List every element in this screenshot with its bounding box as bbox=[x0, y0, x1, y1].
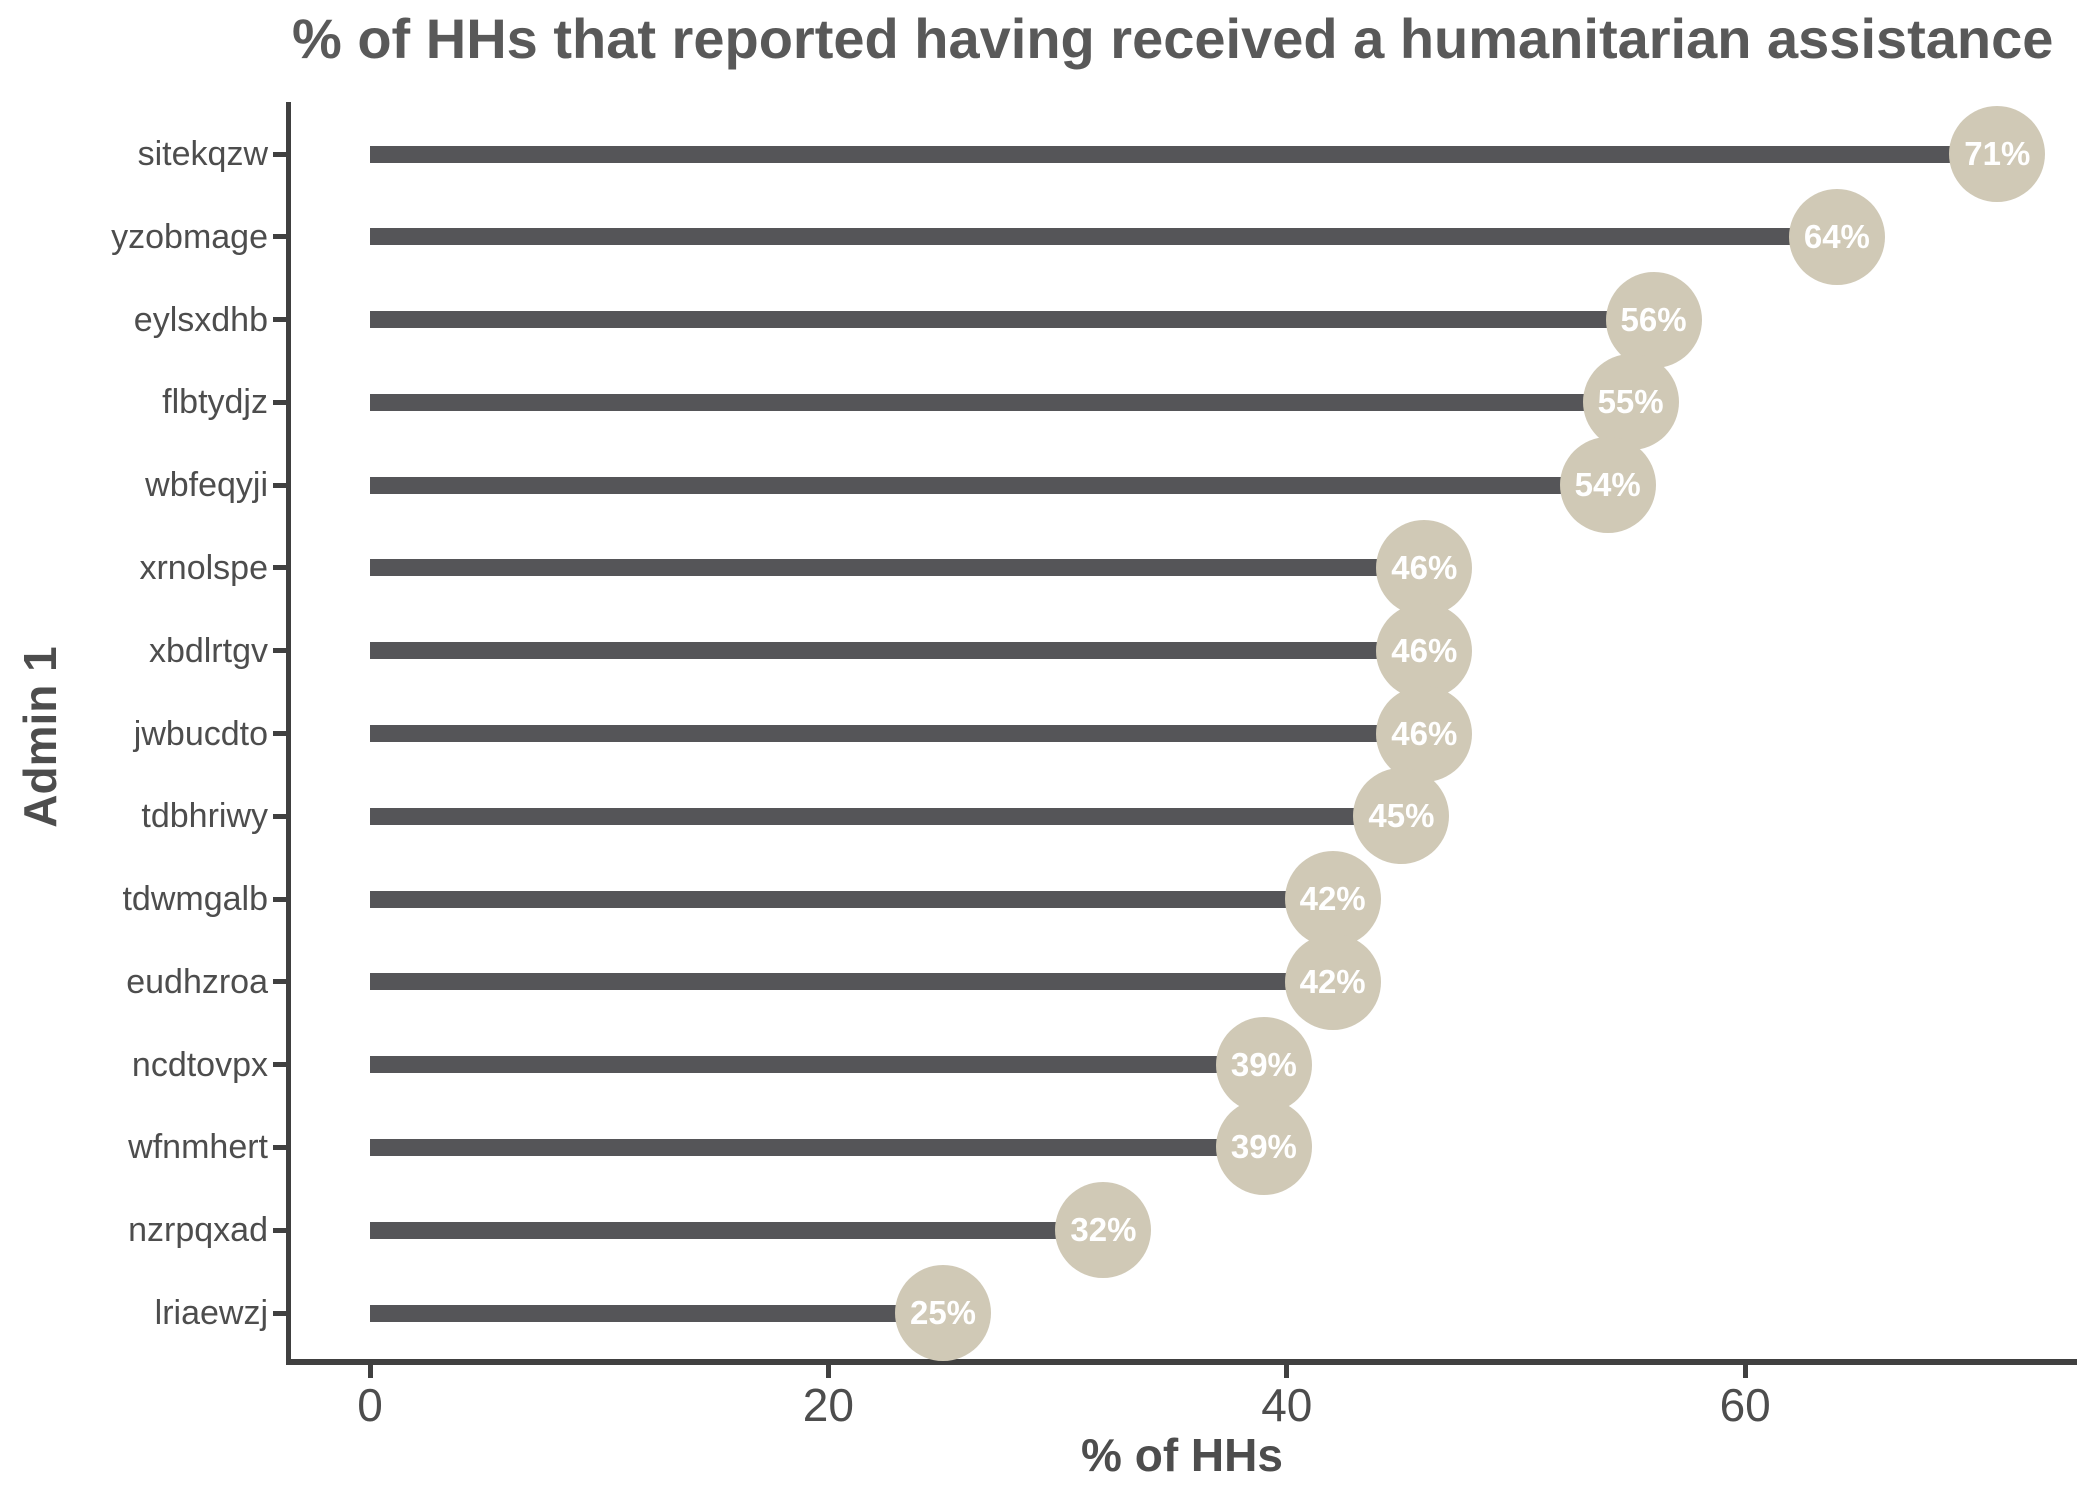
y-tick-mark bbox=[273, 1062, 287, 1068]
y-axis-line bbox=[286, 102, 291, 1365]
y-tick-mark bbox=[273, 565, 287, 571]
chart-title: % of HHs that reported having received a… bbox=[292, 7, 2054, 70]
y-axis-label: tdbhriwy bbox=[141, 797, 268, 836]
value-label: 64% bbox=[1803, 217, 1870, 255]
y-axis-label: flbtydjz bbox=[162, 383, 268, 422]
lollipop-bar bbox=[370, 1056, 1264, 1074]
x-tick-label: 0 bbox=[357, 1379, 383, 1431]
lollipop-circle: 64% bbox=[1788, 188, 1885, 285]
x-tick-mark bbox=[1742, 1365, 1748, 1378]
y-tick-mark bbox=[273, 234, 287, 240]
y-tick-mark bbox=[273, 731, 287, 736]
lollipop-circle: 46% bbox=[1376, 519, 1473, 616]
lollipop-circle: 46% bbox=[1376, 602, 1473, 699]
value-label: 46% bbox=[1391, 631, 1458, 669]
y-axis-label: nzrpqxad bbox=[128, 1211, 268, 1250]
y-axis-label: eudhzroa bbox=[126, 962, 268, 1001]
lollipop-circle: 55% bbox=[1582, 354, 1679, 451]
lollipop-bar bbox=[370, 1138, 1264, 1156]
lollipop-circle: 39% bbox=[1215, 1016, 1312, 1113]
y-tick-mark bbox=[273, 317, 287, 323]
value-label: 54% bbox=[1574, 466, 1641, 504]
y-axis-label: jwbucdto bbox=[133, 714, 268, 753]
y-axis-label: xrnolspe bbox=[139, 548, 268, 587]
lollipop-circle: 42% bbox=[1284, 933, 1381, 1030]
y-axis-label: tdwmgalb bbox=[122, 880, 268, 919]
y-axis-label: yzobmage bbox=[111, 217, 268, 256]
y-axis-label: ncdtovpx bbox=[131, 1045, 268, 1084]
y-tick-mark bbox=[273, 151, 287, 157]
y-axis-label: lriaewzj bbox=[154, 1294, 268, 1332]
lollipop-circle: 46% bbox=[1376, 685, 1473, 782]
x-tick-label: 40 bbox=[1261, 1379, 1313, 1431]
x-axis-title: % of HHs bbox=[1081, 1429, 1283, 1481]
y-axis-label: wbfeqyji bbox=[145, 466, 268, 505]
y-tick-mark bbox=[273, 896, 287, 902]
value-label: 45% bbox=[1368, 797, 1435, 835]
lollipop-circle: 42% bbox=[1284, 851, 1381, 948]
lollipop-circle: 25% bbox=[895, 1265, 991, 1361]
lollipop-bar bbox=[370, 228, 1837, 246]
lollipop-bar bbox=[370, 145, 1998, 163]
y-tick-mark bbox=[273, 648, 287, 654]
lollipop-bar bbox=[370, 1304, 943, 1322]
lollipop-bar bbox=[370, 311, 1654, 329]
value-label: 39% bbox=[1230, 1128, 1297, 1166]
lollipop-circle: 45% bbox=[1353, 768, 1450, 865]
x-axis-line bbox=[286, 1359, 2077, 1365]
lollipop-bar bbox=[370, 559, 1425, 577]
x-tick-label: 20 bbox=[802, 1379, 854, 1431]
y-tick-mark bbox=[273, 979, 287, 985]
value-label: 71% bbox=[1964, 135, 2031, 172]
lollipop-bar bbox=[370, 890, 1333, 908]
y-axis-label: sitekqzw bbox=[137, 135, 268, 173]
lollipop-bar bbox=[370, 642, 1425, 660]
lollipop-bar bbox=[370, 725, 1425, 742]
x-tick-label: 60 bbox=[1719, 1379, 1771, 1431]
y-axis-label: eylsxdhb bbox=[133, 300, 268, 339]
y-tick-mark bbox=[273, 1144, 287, 1150]
lollipop-bar bbox=[370, 1221, 1104, 1239]
y-axis-label: xbdlrtgv bbox=[148, 631, 268, 670]
value-label: 46% bbox=[1391, 548, 1458, 586]
y-tick-mark bbox=[273, 1310, 287, 1316]
lollipop-bar bbox=[370, 476, 1608, 494]
x-tick-mark bbox=[1284, 1365, 1290, 1378]
x-tick-mark bbox=[367, 1365, 373, 1378]
value-label: 39% bbox=[1230, 1045, 1297, 1083]
x-tick-mark bbox=[825, 1365, 831, 1378]
value-label: 56% bbox=[1620, 300, 1687, 338]
y-tick-mark bbox=[273, 1227, 287, 1233]
lollipop-circle: 54% bbox=[1559, 437, 1656, 534]
value-label: 42% bbox=[1299, 962, 1366, 1000]
y-tick-mark bbox=[273, 813, 287, 819]
value-label: 42% bbox=[1299, 880, 1366, 918]
value-label: 25% bbox=[909, 1294, 977, 1331]
lollipop-circle: 39% bbox=[1215, 1099, 1312, 1196]
y-tick-mark bbox=[273, 482, 287, 488]
y-tick-mark bbox=[273, 399, 287, 405]
lollipop-bar bbox=[370, 807, 1402, 825]
lollipop-circle: 71% bbox=[1949, 106, 2046, 202]
value-label: 46% bbox=[1391, 714, 1458, 752]
value-label: 55% bbox=[1597, 383, 1664, 421]
lollipop-bar bbox=[370, 973, 1333, 991]
lollipop-bar bbox=[370, 393, 1631, 411]
lollipop-circle: 56% bbox=[1605, 271, 1702, 368]
lollipop-circle: 32% bbox=[1055, 1182, 1152, 1279]
value-label: 32% bbox=[1070, 1211, 1137, 1249]
y-axis-label: wfnmhert bbox=[128, 1128, 268, 1167]
